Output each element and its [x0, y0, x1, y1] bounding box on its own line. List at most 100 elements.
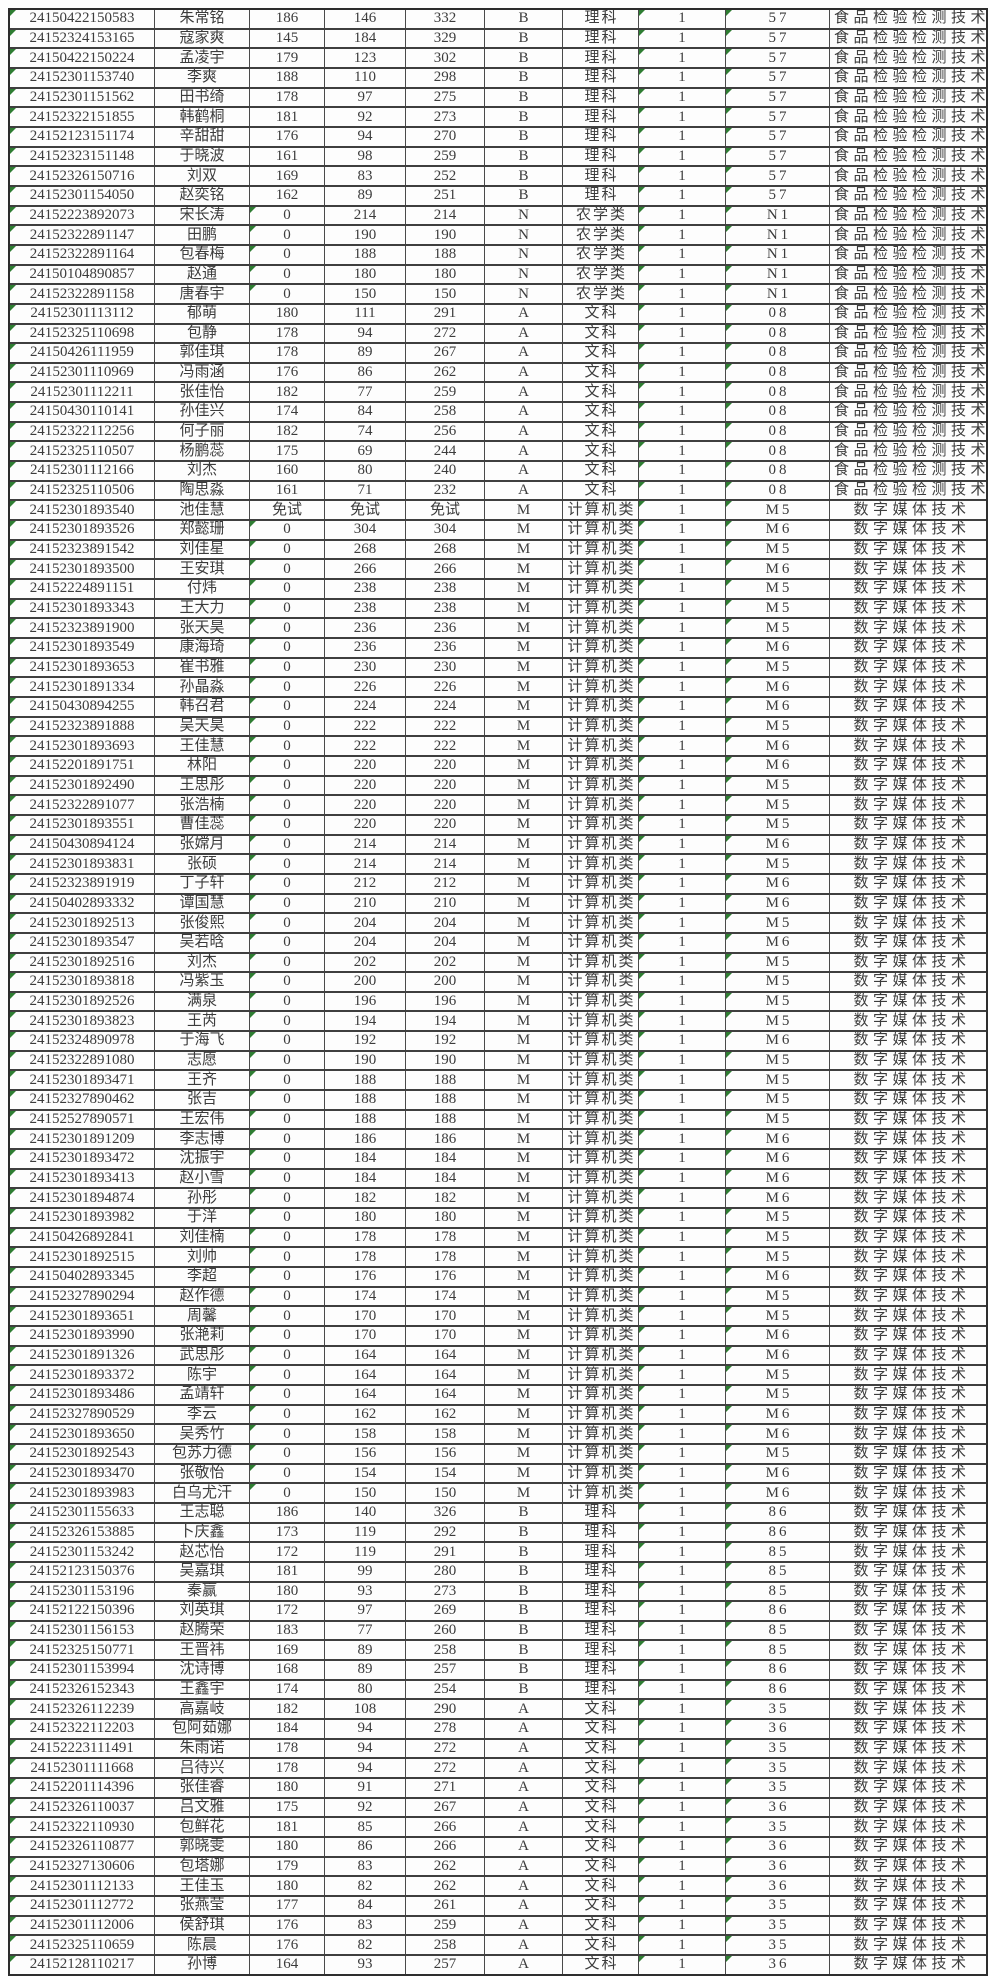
- cell-major_name: 数字媒体技术: [829, 1700, 990, 1719]
- table-row: 24152325110507 杨鹏蕊 175 69 244 A 文科 1 08 食品检验检测技术: [10, 440, 986, 461]
- text-format-corner-marker-icon: [726, 1759, 732, 1766]
- cell-exam_id: 24152301893540: [10, 501, 154, 519]
- text-format-corner-marker-icon: [250, 206, 256, 213]
- cell-major_code: M5: [725, 599, 829, 618]
- text-format-corner-marker-icon: [250, 1110, 256, 1117]
- cell-major_code: 57: [725, 49, 829, 67]
- cell-type_code: N: [484, 265, 562, 284]
- table-row: 24152223111491 朱雨诺 178 94 272 A 文科 1 35 数字媒体技术: [10, 1737, 986, 1758]
- cell-major_score: 214: [324, 855, 405, 873]
- table-row: 24152301111668 吕待兴 178 94 272 A 文科 1 35 数字媒体技术: [10, 1757, 986, 1778]
- text-format-corner-marker-icon: [10, 540, 16, 547]
- text-format-corner-marker-icon: [726, 560, 732, 567]
- cell-name: 孙彤: [154, 1189, 249, 1208]
- text-format-corner-marker-icon: [10, 422, 16, 429]
- table-row: 24152123150376 吴嘉琪 181 99 280 B 理科 1 85 数字媒体技术: [10, 1560, 986, 1581]
- text-format-corner-marker-icon: [639, 737, 645, 744]
- cell-name: 池佳慧: [154, 501, 249, 520]
- table-row: 24152327890529 李云 0 162 162 M 计算机类 1 M6 数字媒体技术: [10, 1403, 986, 1424]
- cell-major_name: 食品检验检测技术: [829, 304, 990, 323]
- text-format-corner-marker-icon: [250, 1150, 256, 1157]
- cell-type_code: A: [484, 1838, 562, 1856]
- table-row: 24152301112211 张佳怡 182 77 259 A 文科 1 08 食品检验检测技术: [10, 381, 986, 402]
- table-row: 24152326112239 高嘉岐 182 108 290 A 文科 1 35 数字媒体技术: [10, 1698, 986, 1719]
- cell-culture_score: 179: [249, 1857, 324, 1876]
- text-format-corner-marker-icon: [250, 521, 256, 528]
- text-format-corner-marker-icon: [250, 1268, 256, 1274]
- text-format-corner-marker-icon: [250, 1012, 256, 1019]
- text-format-corner-marker-icon: [639, 678, 645, 685]
- cell-major_code: M6: [725, 1169, 829, 1188]
- cell-major_code: 57: [725, 108, 829, 126]
- cell-major_score: 214: [324, 206, 405, 225]
- cell-plan_count: 1: [638, 226, 725, 244]
- cell-major_name: 食品检验检测技术: [829, 147, 990, 166]
- cell-major_name: 数字媒体技术: [829, 1838, 990, 1856]
- text-format-corner-marker-icon: [639, 1543, 645, 1550]
- cell-plan_count: 1: [638, 697, 725, 716]
- cell-culture_score: 183: [249, 1621, 324, 1640]
- cell-exam_id: 24152223892073: [10, 206, 154, 225]
- cell-exam_id: 24152301893818: [10, 973, 154, 991]
- cell-name: 吴秀竹: [154, 1425, 249, 1443]
- text-format-corner-marker-icon: [639, 1916, 645, 1923]
- cell-exam_id: 24150430110141: [10, 403, 154, 421]
- table-row: 24152301153196 秦赢 180 93 273 B 理科 1 85 数字媒体技术: [10, 1580, 986, 1601]
- cell-major_score: 98: [324, 147, 405, 166]
- text-format-corner-marker-icon: [726, 1936, 732, 1943]
- cell-culture_score: 182: [249, 1700, 324, 1719]
- cell-major_code: M6: [725, 1326, 829, 1345]
- table-row: 24152301891334 孙晶淼 0 226 226 M 计算机类 1 M6 数字媒体技术: [10, 676, 986, 696]
- cell-major_score: 222: [324, 717, 405, 736]
- cell-name: 孙晶淼: [154, 678, 249, 696]
- cell-subject_category: 计算机类: [562, 796, 638, 814]
- cell-subject_category: 文科: [562, 1916, 638, 1935]
- cell-plan_count: 1: [638, 1346, 725, 1365]
- cell-plan_count: 1: [638, 1366, 725, 1384]
- cell-major_score: 176: [324, 1268, 405, 1286]
- cell-name: 曹佳蕊: [154, 815, 249, 834]
- cell-exam_id: 24152301893500: [10, 560, 154, 578]
- text-format-corner-marker-icon: [10, 1759, 16, 1766]
- text-format-corner-marker-icon: [10, 68, 16, 75]
- cell-plan_count: 1: [638, 68, 725, 87]
- cell-subject_category: 文科: [562, 344, 638, 362]
- cell-subject_category: 理科: [562, 108, 638, 126]
- cell-name: 寇家爽: [154, 29, 249, 48]
- text-format-corner-marker-icon: [639, 1444, 645, 1451]
- cell-name: 王齐: [154, 1071, 249, 1090]
- table-row: 24150422150224 孟凌宇 179 123 302 B 理科 1 57 食品检验检测技术: [10, 47, 986, 67]
- cell-plan_count: 1: [638, 1857, 725, 1876]
- text-format-corner-marker-icon: [250, 226, 256, 233]
- cell-type_code: A: [484, 1759, 562, 1778]
- cell-major_name: 数字媒体技术: [829, 1051, 990, 1070]
- table-row: 24150422150583 朱常铭 186 146 332 B 理科 1 57 食品检验检测技术: [10, 10, 986, 28]
- cell-major_score: 178: [324, 1228, 405, 1247]
- cell-major_code: M5: [725, 1287, 829, 1306]
- table-row: 24152301113112 郁萌 180 111 291 A 文科 1 08 食品检验检测技术: [10, 302, 986, 323]
- cell-subject_category: 计算机类: [562, 874, 638, 893]
- cell-total_score: 266: [405, 1818, 484, 1837]
- cell-exam_id: 24152223111491: [10, 1739, 154, 1758]
- cell-subject_category: 文科: [562, 304, 638, 323]
- text-format-corner-marker-icon: [726, 1110, 732, 1117]
- cell-culture_score: 188: [249, 68, 324, 87]
- text-format-corner-marker-icon: [726, 678, 732, 685]
- cell-exam_id: 24152322112256: [10, 422, 154, 441]
- text-format-corner-marker-icon: [639, 1877, 645, 1884]
- cell-major_score: 97: [324, 88, 405, 107]
- cell-exam_id: 24152323891888: [10, 717, 154, 736]
- text-format-corner-marker-icon: [639, 1955, 645, 1962]
- cell-culture_score: 0: [249, 1248, 324, 1266]
- cell-major_name: 数字媒体技术: [829, 1228, 990, 1247]
- cell-subject_category: 理科: [562, 49, 638, 67]
- cell-subject_category: 理科: [562, 88, 638, 107]
- cell-exam_id: 24152123150376: [10, 1562, 154, 1581]
- cell-culture_score: 0: [249, 776, 324, 795]
- cell-major_score: 164: [324, 1346, 405, 1365]
- text-format-corner-marker-icon: [250, 1326, 256, 1333]
- cell-total_score: 302: [405, 49, 484, 67]
- cell-type_code: A: [484, 1818, 562, 1837]
- cell-name: 刘佳星: [154, 540, 249, 559]
- cell-culture_score: 0: [249, 1051, 324, 1070]
